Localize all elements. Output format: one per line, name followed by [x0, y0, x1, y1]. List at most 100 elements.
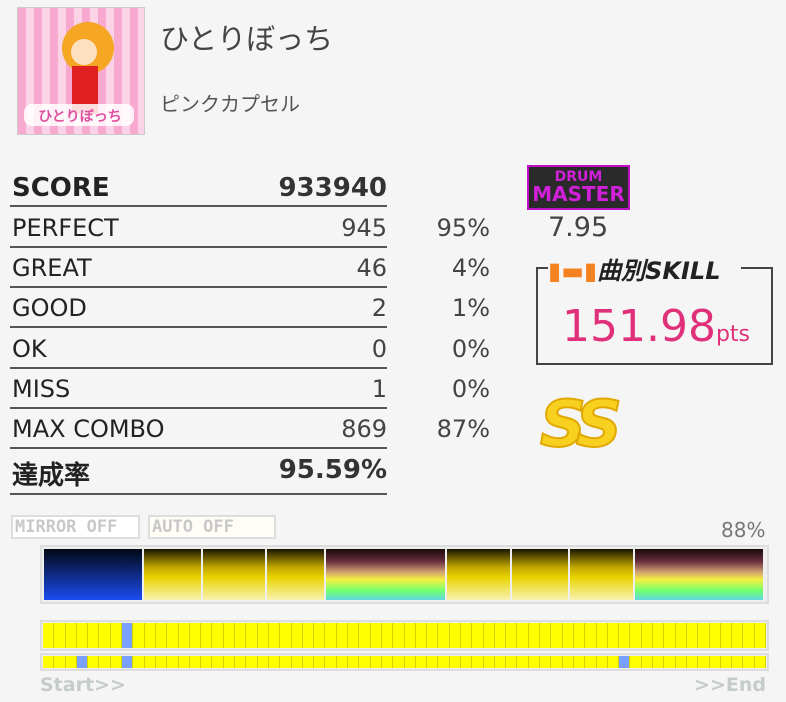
progress-cell	[235, 623, 247, 648]
progress-cell	[133, 656, 145, 668]
progress-cell	[235, 656, 247, 668]
progress-cell	[483, 656, 495, 668]
progress-cell	[698, 623, 710, 648]
progress-cell	[709, 623, 721, 648]
result-percent: 0%	[451, 375, 490, 403]
progress-cell	[506, 656, 518, 668]
progress-cell	[314, 656, 326, 668]
result-value: 1	[371, 375, 387, 403]
progress-cell	[167, 623, 179, 648]
rank-badge: SS	[539, 387, 623, 463]
progress-cell	[596, 656, 608, 668]
progress-cell	[110, 656, 123, 668]
progress-cell	[144, 623, 156, 648]
progress-cell	[573, 656, 586, 668]
progress-cell	[314, 623, 326, 648]
result-percent: 87%	[436, 415, 490, 443]
progress-cell	[686, 623, 699, 648]
progress-cell	[302, 656, 315, 668]
progress-cell	[144, 656, 156, 668]
progress-cell	[449, 656, 461, 668]
progress-cell	[528, 623, 541, 648]
progress-cell	[596, 623, 608, 648]
skill-value: 151.98	[562, 301, 716, 352]
progress-cell	[460, 656, 473, 668]
result-row-7: 達成率 95.59%	[10, 449, 387, 495]
gauge-segment	[570, 549, 635, 600]
progress-cell	[99, 623, 111, 648]
progress-cell	[427, 623, 439, 648]
result-row-1: PERFECT 945 95%	[10, 208, 490, 248]
progress-cell	[720, 656, 733, 668]
progress-cell	[76, 623, 89, 648]
progress-cell	[302, 623, 315, 648]
progress-cell	[460, 623, 473, 648]
progress-cell	[517, 656, 529, 668]
gauge-segment	[512, 549, 571, 600]
progress-cell	[246, 623, 258, 648]
progress-cell	[189, 623, 202, 648]
progress-cell	[630, 656, 642, 668]
progress-cell-miss	[122, 623, 134, 648]
progress-cell	[404, 656, 416, 668]
progress-cell	[698, 656, 710, 668]
progress-cell	[551, 656, 563, 668]
progress-cell	[630, 623, 642, 648]
progress-cell	[99, 656, 111, 668]
gauge-graph	[40, 545, 769, 604]
gauge-segment	[202, 549, 267, 600]
progress-cell	[653, 623, 665, 648]
progress-cell	[43, 656, 55, 668]
result-value: 869	[341, 415, 387, 443]
album-jacket: ひとりぼっち	[17, 7, 145, 135]
progress-cell	[189, 656, 202, 668]
progress-cell	[212, 623, 224, 648]
progress-cell	[65, 656, 77, 668]
result-percent: 95%	[436, 214, 490, 242]
result-label: PERFECT	[12, 214, 119, 242]
progress-cell	[155, 623, 168, 648]
progress-cell	[540, 656, 552, 668]
progress-cell	[370, 623, 382, 648]
progress-cell	[517, 623, 529, 648]
progress-cell	[348, 656, 360, 668]
progress-cell	[732, 623, 744, 648]
skill-header: ▮▬▮曲別SKILL	[548, 251, 721, 286]
difficulty-line2: MASTER	[532, 182, 625, 206]
progress-cell	[167, 656, 179, 668]
result-row-2: GREAT 46 4%	[10, 248, 490, 288]
gauge-segment	[446, 549, 513, 600]
progress-bar-1	[40, 620, 769, 651]
progress-cell	[438, 656, 450, 668]
progress-cell	[720, 623, 733, 648]
progress-cell	[246, 656, 258, 668]
progress-cell	[212, 656, 224, 668]
result-label: GOOD	[12, 294, 87, 322]
result-row-4: OK 0 0%	[10, 329, 490, 369]
start-label: Start>>	[40, 674, 126, 696]
progress-cell	[223, 623, 236, 648]
result-label: MAX COMBO	[12, 415, 165, 443]
progress-cell	[686, 656, 699, 668]
progress-cell	[427, 656, 439, 668]
result-percent: 0%	[451, 335, 490, 363]
result-value: 95.59%	[278, 455, 387, 485]
progress-cell	[381, 656, 394, 668]
progress-cell	[743, 623, 755, 648]
progress-cell	[257, 656, 269, 668]
progress-cell	[88, 623, 100, 648]
progress-cell	[641, 623, 654, 648]
progress-cell	[585, 656, 597, 668]
progress-cell	[393, 656, 405, 668]
progress-cell	[675, 656, 687, 668]
progress-cell	[65, 623, 77, 648]
progress-cell	[664, 623, 676, 648]
progress-cell	[415, 623, 428, 648]
progress-cell	[54, 623, 66, 648]
result-value: 2	[371, 294, 387, 322]
result-label: MISS	[12, 375, 71, 403]
difficulty-badge: DRUM MASTER	[527, 165, 630, 210]
gauge-percent: 88%	[721, 518, 766, 542]
progress-cell	[201, 623, 213, 648]
result-value: 0	[371, 335, 387, 363]
